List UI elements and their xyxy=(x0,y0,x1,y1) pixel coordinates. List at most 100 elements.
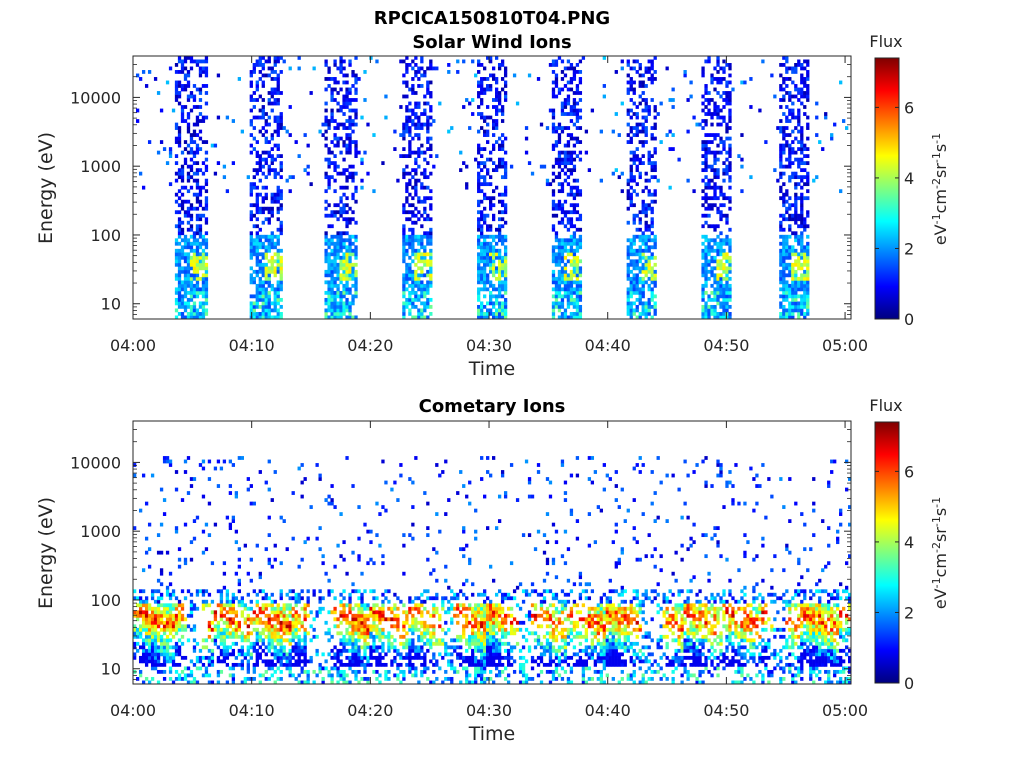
heatmap-cell xyxy=(644,241,648,246)
heatmap-cell xyxy=(782,182,786,187)
heatmap-cell xyxy=(339,136,343,141)
heatmap-cell xyxy=(177,231,182,236)
heatmap-cell xyxy=(626,178,630,183)
heatmap-cell xyxy=(270,673,274,678)
heatmap-cell xyxy=(785,273,789,278)
heatmap-cell xyxy=(228,484,233,488)
heatmap-cell xyxy=(285,627,289,632)
heatmap-cell xyxy=(791,266,795,271)
heatmap-cell xyxy=(330,287,334,292)
heatmap-cell xyxy=(791,161,795,166)
heatmap-cell xyxy=(728,178,732,183)
heatmap-cell xyxy=(297,620,301,625)
heatmap-cell xyxy=(489,280,493,285)
heatmap-cell xyxy=(204,189,209,194)
heatmap-cell xyxy=(153,648,158,653)
heatmap-cell xyxy=(719,248,723,253)
heatmap-cell xyxy=(300,620,304,625)
heatmap-cell xyxy=(249,641,253,646)
heatmap-cell xyxy=(704,266,708,271)
heatmap-cell xyxy=(174,87,179,92)
heatmap-cell xyxy=(201,603,206,608)
heatmap-cell xyxy=(728,80,732,85)
heatmap-cell xyxy=(204,203,209,208)
heatmap-cell xyxy=(288,631,292,636)
heatmap-cell xyxy=(447,63,451,67)
heatmap-cell xyxy=(803,262,807,267)
heatmap-cell xyxy=(273,59,277,64)
heatmap-cell xyxy=(195,641,200,646)
heatmap-cell xyxy=(258,94,262,99)
heatmap-cell xyxy=(405,248,409,253)
heatmap-cell xyxy=(198,119,203,123)
heatmap-cell xyxy=(267,648,271,653)
heatmap-cell xyxy=(150,648,155,653)
heatmap-cell xyxy=(632,133,636,137)
heatmap-cell xyxy=(174,252,179,257)
heatmap-cell xyxy=(198,589,203,594)
heatmap-cell xyxy=(569,112,574,116)
heatmap-cell xyxy=(797,287,801,292)
heatmap-cell xyxy=(291,627,295,632)
heatmap-cell xyxy=(572,301,577,306)
heatmap-cell xyxy=(587,168,592,173)
heatmap-cell xyxy=(572,241,577,246)
heatmap-cell xyxy=(192,266,197,271)
heatmap-cell xyxy=(560,203,565,208)
heatmap-cell xyxy=(429,297,433,302)
heatmap-cell xyxy=(351,241,355,246)
heatmap-cell xyxy=(740,157,744,162)
heatmap-cell xyxy=(180,617,185,622)
heatmap-cell xyxy=(336,108,340,113)
heatmap-cell xyxy=(234,627,239,632)
heatmap-cell xyxy=(294,634,298,639)
heatmap-cell xyxy=(186,164,191,169)
heatmap-cell xyxy=(641,73,645,78)
heatmap-cell xyxy=(408,178,412,183)
heatmap-cell xyxy=(201,185,206,190)
heatmap-cell xyxy=(156,150,161,155)
heatmap-cell xyxy=(255,652,259,657)
heatmap-cell xyxy=(345,308,349,313)
heatmap-cell xyxy=(231,603,236,608)
heatmap-cell xyxy=(704,301,708,306)
heatmap-cell xyxy=(201,70,206,74)
heatmap-cell xyxy=(261,220,265,225)
heatmap-cell xyxy=(554,259,559,264)
heatmap-cell xyxy=(803,196,807,201)
heatmap-cell xyxy=(267,234,271,239)
heatmap-cell xyxy=(489,175,493,180)
heatmap-cell xyxy=(644,98,648,102)
heatmap-cell xyxy=(243,676,247,681)
heatmap-cell xyxy=(345,168,349,173)
heatmap-cell xyxy=(779,220,783,225)
heatmap-cell xyxy=(414,115,418,120)
heatmap-cell xyxy=(429,108,433,113)
heatmap-cell xyxy=(695,122,699,127)
heatmap-cell xyxy=(420,213,424,218)
heatmap-cell xyxy=(249,255,253,260)
heatmap-cell xyxy=(177,56,182,60)
heatmap-cell xyxy=(141,599,146,604)
heatmap-cell xyxy=(417,199,421,204)
heatmap-cell xyxy=(411,297,415,302)
heatmap-cell xyxy=(480,84,484,88)
heatmap-cell xyxy=(153,662,158,667)
heatmap-cell xyxy=(162,655,167,660)
heatmap-cell xyxy=(492,203,496,208)
heatmap-cell xyxy=(806,63,810,67)
heatmap-cell xyxy=(333,304,337,309)
heatmap-cell xyxy=(210,652,215,657)
heatmap-cell xyxy=(477,238,481,243)
heatmap-cell xyxy=(351,269,355,274)
heatmap-cell xyxy=(477,259,481,264)
heatmap-cell xyxy=(426,101,430,106)
heatmap-cell xyxy=(503,308,508,313)
heatmap-cell xyxy=(725,266,729,271)
heatmap-cell xyxy=(324,77,328,81)
heatmap-cell xyxy=(192,122,197,127)
heatmap-cell xyxy=(258,245,262,250)
heatmap-cell xyxy=(713,259,717,264)
heatmap-cell xyxy=(707,297,711,302)
heatmap-cell xyxy=(162,498,167,502)
